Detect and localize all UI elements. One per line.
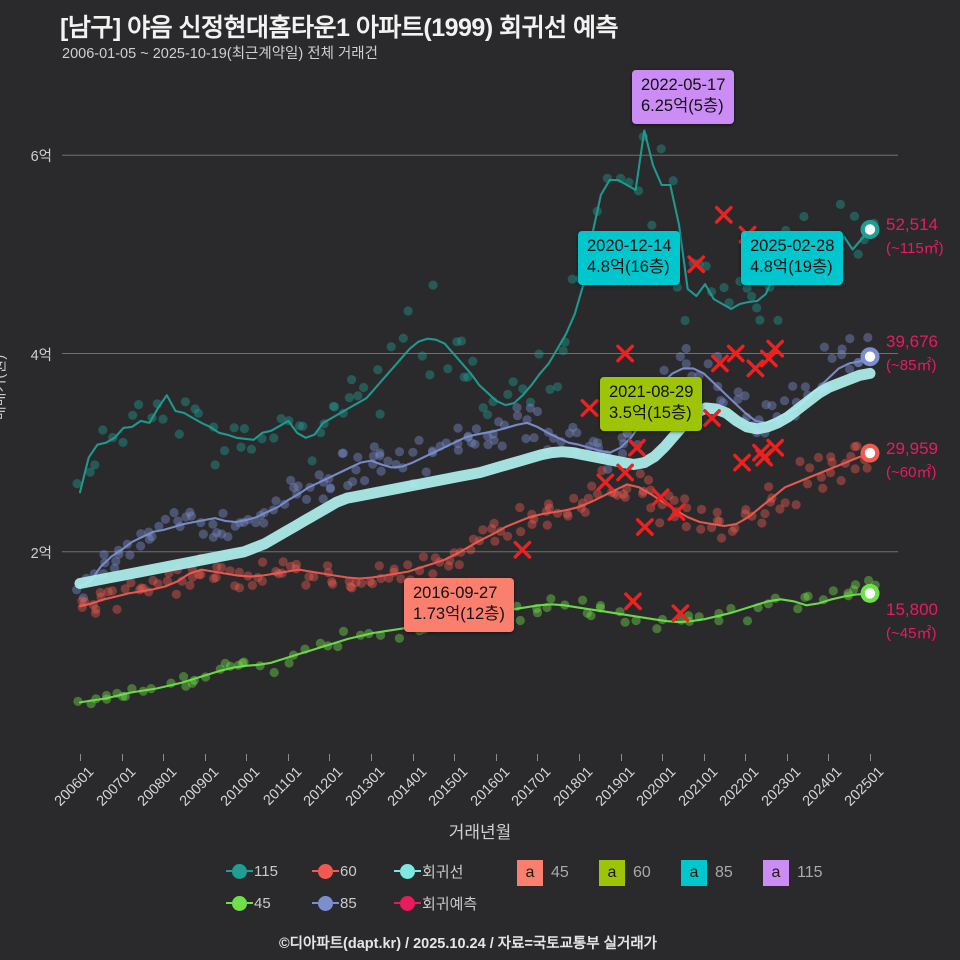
legend-marker-icon	[312, 863, 339, 879]
x-axis-tick	[745, 754, 747, 761]
annotation-date: 2025-02-28	[750, 237, 835, 255]
x-axis-tick	[828, 754, 830, 761]
legend-marker-icon	[312, 895, 339, 911]
annotation-callout: 2022-05-17 6.25억(5층)	[632, 70, 735, 124]
end-value-area: (~85㎡)	[886, 356, 937, 374]
end-value-number: 39,676	[886, 332, 938, 351]
legend-item-label: 115	[254, 862, 278, 880]
legend-marker-icon	[394, 895, 421, 911]
legend-item-label: 45	[254, 894, 271, 912]
x-axis-tick	[329, 754, 331, 761]
legend-marker-icon	[226, 863, 253, 879]
legend-swatch-glyph: a	[681, 860, 707, 886]
legend-item-label: 60	[340, 862, 357, 880]
y-axis-title: 매매가(원)	[0, 354, 8, 420]
x-axis-title: 거래년월	[448, 823, 512, 842]
end-value-label: 15,800 (~45㎡)	[886, 598, 938, 644]
page-title: [남구] 야음 신정현대홈타운1 아파트(1999) 회귀선 예측	[60, 14, 619, 42]
legend-swatch-label: 115	[797, 864, 823, 881]
x-axis-tick	[495, 754, 497, 761]
regression-line	[74, 367, 876, 589]
x-axis-tick	[662, 754, 664, 761]
x-axis-labels: 200601 200701 200801 200901 201001 201101 2012…	[0, 0, 960, 810]
legend-swatch-label: 85	[715, 864, 733, 881]
legend-swatch-60[interactable]: a 60	[599, 860, 651, 886]
annotation-callout: 2016-09-27 1.73억(12층)	[404, 578, 514, 632]
legend-swatch-115[interactable]: a 115	[763, 860, 823, 886]
x-axis-tick	[371, 754, 373, 761]
footer-text: ©디아파트(dapt.kr) / 2025.10.24 / 자료=국토교통부 실…	[278, 936, 658, 952]
x-axis-tick	[80, 754, 81, 761]
legend-item-회귀선[interactable]: 회귀선	[394, 860, 464, 882]
end-value-number: 29,959	[886, 439, 938, 458]
line-85	[78, 355, 872, 588]
x-axis-tick	[163, 754, 165, 761]
page-subtitle: 2006-01-05 ~ 2025-10-19(최근계약일) 전체 거래건	[62, 46, 378, 62]
x-axis-tick	[870, 754, 871, 761]
annotation-price: 4.8억(19층)	[750, 258, 833, 277]
x-axis-tick	[454, 754, 456, 761]
annotation-callout: 2021-08-29 3.5억(15층)	[600, 377, 703, 431]
legend-swatch-glyph: a	[763, 860, 789, 886]
y-axis-tick-label: 6억	[30, 149, 52, 166]
legend-item-115[interactable]: 115	[226, 860, 278, 882]
legend-marker-icon	[394, 863, 421, 879]
annotation-callout: 2025-02-28 4.8억(19층)	[741, 231, 844, 285]
x-axis-tick	[246, 754, 248, 761]
x-axis-tick	[287, 754, 289, 761]
chart-canvas	[62, 129, 898, 709]
legend-item-85[interactable]: 85	[312, 892, 357, 914]
legend-item-45[interactable]: 45	[226, 892, 271, 914]
annotation-date: 2020-12-14	[587, 237, 672, 255]
end-value-label: 52,514 (~115㎡)	[886, 213, 944, 259]
y-axis-tick-label: 4억	[30, 347, 52, 364]
legend-swatch-85[interactable]: a 85	[681, 860, 733, 886]
legend-swatch-glyph: a	[599, 860, 625, 886]
x-axis-tick	[412, 754, 414, 761]
legend-item-label: 회귀예측	[422, 895, 478, 913]
annotation-date: 2016-09-27	[413, 584, 498, 602]
legend-swatch-label: 45	[551, 864, 569, 881]
line-115	[78, 129, 872, 494]
legend-marker-icon	[226, 895, 253, 911]
legend-swatch-label: 60	[633, 864, 651, 881]
legend-item-label: 85	[340, 894, 357, 912]
end-value-number: 15,800	[886, 600, 938, 619]
outlier-x-markers	[513, 205, 791, 623]
annotation-date: 2022-05-17	[641, 76, 726, 94]
x-axis-tick	[578, 754, 580, 761]
x-axis-tick	[537, 754, 539, 761]
end-value-number: 52,514	[886, 215, 938, 234]
annotation-price: 4.8억(16층)	[587, 258, 670, 277]
end-value-area: (~115㎡)	[886, 239, 944, 257]
end-value-label: 39,676 (~85㎡)	[886, 330, 938, 376]
annotation-price: 3.5억(15층)	[609, 404, 692, 423]
x-axis-tick	[703, 754, 705, 761]
end-value-area: (~45㎡)	[886, 624, 937, 642]
scatter-45	[73, 575, 880, 709]
end-value-label: 29,959 (~60㎡)	[886, 437, 938, 483]
end-value-area: (~60㎡)	[886, 463, 937, 481]
legend-swatch-45[interactable]: a 45	[517, 860, 569, 886]
x-axis-tick	[121, 754, 123, 761]
y-axis-tick-label: 2억	[30, 545, 52, 562]
plot-area	[62, 76, 898, 750]
footer-credit: ©디아파트(dapt.kr) / 2025.10.24 / 자료=국토교통부 실…	[0, 932, 960, 953]
line-60	[78, 452, 872, 608]
legend-item-회귀예측[interactable]: 회귀예측	[394, 892, 478, 914]
annotation-callout: 2020-12-14 4.8억(16층)	[578, 231, 681, 285]
x-axis-tick	[786, 754, 788, 761]
annotation-price: 6.25억(5층)	[641, 97, 724, 116]
chart-legend: 115 60 회귀선 45 85 회귀예측 a 45 a 60 a 85 a 115	[0, 858, 960, 928]
legend-item-label: 회귀선	[422, 863, 464, 881]
legend-item-60[interactable]: 60	[312, 860, 357, 882]
annotation-date: 2021-08-29	[609, 383, 694, 401]
x-axis-tick	[204, 754, 206, 761]
x-axis-tick	[620, 754, 622, 761]
annotation-price: 1.73억(12층)	[413, 605, 505, 624]
legend-swatch-glyph: a	[517, 860, 543, 886]
